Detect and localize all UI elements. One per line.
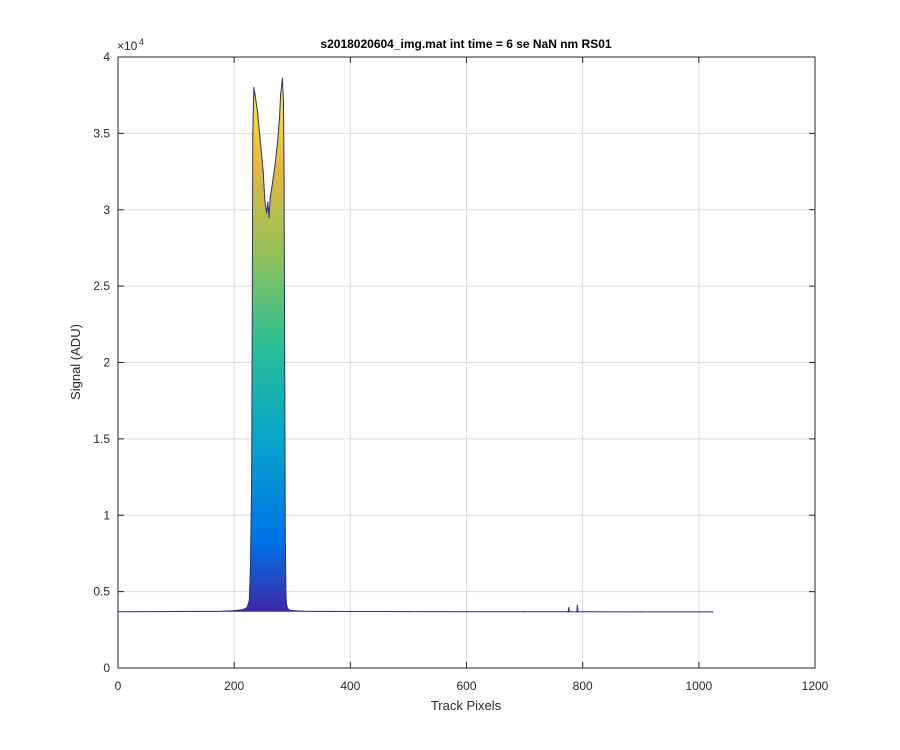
data-point (285, 591, 287, 593)
data-point (280, 94, 282, 96)
data-point (284, 361, 286, 364)
y-tick-label: 2.5 (93, 279, 110, 293)
y-tick-label: 0 (103, 661, 110, 675)
y-axis-label: Signal (ADU) (68, 324, 83, 400)
y-axis-exponent-base: ×10 (117, 39, 138, 53)
data-point (256, 109, 258, 112)
data-point (249, 568, 252, 570)
data-point (698, 611, 700, 613)
data-point (278, 117, 281, 119)
y-tick-label: 2 (103, 356, 110, 370)
data-point (288, 609, 290, 611)
data-point (262, 170, 264, 173)
data-point (274, 166, 276, 168)
data-point (567, 611, 569, 613)
data-point (287, 607, 289, 610)
data-point (253, 86, 255, 89)
data-point (267, 201, 269, 203)
y-tick-label: 4 (103, 50, 110, 64)
data-point (285, 603, 288, 605)
data-point (271, 186, 273, 188)
data-point (242, 609, 244, 611)
data-point (283, 178, 285, 180)
data-point (568, 607, 570, 609)
data-point (266, 212, 268, 214)
x-tick-label: 1200 (802, 679, 829, 693)
y-tick-label: 3.5 (93, 126, 110, 140)
x-tick-label: 600 (456, 679, 476, 693)
series-fill (118, 78, 713, 612)
data-point (175, 610, 177, 613)
data-point (303, 610, 305, 612)
x-axis-label: Track Pixels (431, 698, 502, 713)
data-point (264, 201, 266, 203)
data-point (252, 132, 254, 134)
chart-title: s2018020604_img.mat int time = 6 se NaN … (320, 37, 611, 51)
data-point (712, 611, 714, 613)
data-point (259, 140, 261, 142)
data-point (269, 196, 271, 199)
data-point (576, 611, 578, 613)
data-point (250, 484, 253, 486)
data-point (291, 609, 293, 612)
data-point (407, 611, 410, 613)
data-point (523, 611, 526, 613)
data-point (281, 77, 283, 79)
data-point (251, 331, 253, 333)
y-tick-label: 3 (103, 203, 110, 217)
data-point (268, 216, 270, 218)
y-tick-label: 1.5 (93, 432, 110, 446)
data-point (284, 529, 286, 532)
y-axis-exponent-power: 4 (139, 37, 144, 47)
data-point (277, 140, 279, 142)
data-point (349, 610, 351, 613)
data-point (246, 607, 248, 609)
x-tick-label: 800 (573, 679, 593, 693)
data-point (640, 611, 642, 613)
tick-labels: 0 200 400 600 800 1000 1200 0 0.5 1 1.5 2 2.5 3 3.5 4 (93, 50, 828, 693)
x-tick-label: 0 (115, 679, 122, 693)
x-tick-label: 200 (224, 679, 244, 693)
y-tick-label: 0.5 (93, 585, 110, 599)
x-tick-label: 1000 (685, 679, 712, 693)
data-point (248, 600, 250, 602)
data-point (254, 94, 256, 96)
data-point (282, 102, 285, 104)
y-tick-label: 1 (103, 508, 110, 522)
data-point (582, 611, 584, 613)
data-point (465, 611, 468, 613)
data-point (568, 611, 570, 613)
data-point (221, 610, 224, 612)
data-point (233, 609, 235, 612)
data-point (576, 604, 579, 606)
grid-lines (118, 57, 815, 668)
data-point (577, 611, 579, 613)
axis-ticks (117, 56, 816, 669)
data-marks (118, 77, 714, 613)
x-tick-label: 400 (340, 679, 360, 693)
